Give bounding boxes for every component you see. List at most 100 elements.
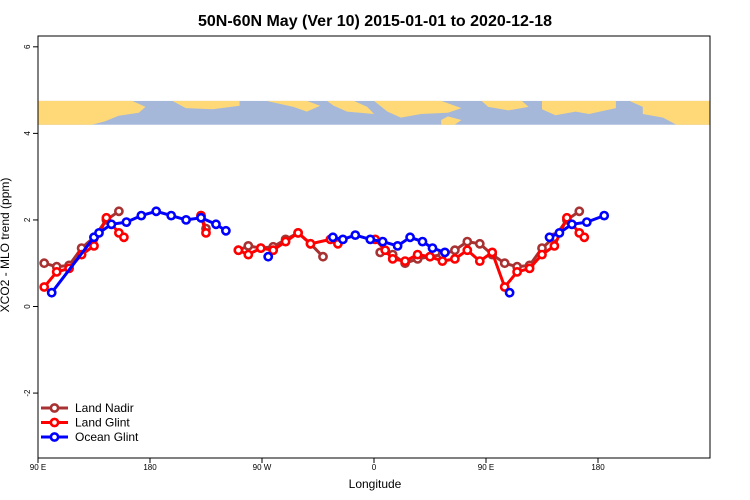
data-point (412, 249, 423, 260)
data-point (220, 225, 231, 236)
data-point (562, 212, 572, 223)
map-land-shape (374, 100, 462, 118)
data-point (39, 258, 50, 269)
x-tick-label: 90 W (253, 463, 272, 472)
data-point (46, 287, 57, 298)
y-axis-label: XCO2 - MLO trend (ppm) (0, 178, 12, 313)
chart-title: 50N-60N May (Ver 10) 2015-01-01 to 2020-… (198, 13, 552, 30)
x-tick-label: 90 E (478, 463, 494, 472)
data-point (136, 210, 147, 221)
series-line (374, 216, 586, 289)
data-point (427, 243, 438, 253)
y-tick-label: 0 (23, 304, 32, 309)
data-point (196, 212, 206, 223)
x-tick-label: 0 (372, 463, 377, 472)
data-point (504, 287, 515, 298)
legend-item: Ocean Glint (41, 430, 139, 444)
map-land-shape (172, 100, 240, 110)
map-land (38, 100, 710, 125)
data-point (554, 227, 565, 238)
data-point (119, 232, 129, 243)
data-point (293, 227, 303, 238)
data-point (512, 266, 522, 277)
map-strip (38, 100, 710, 125)
legend-label: Land Nadir (75, 401, 134, 415)
data-point (114, 206, 124, 217)
data-point (405, 232, 415, 243)
x-tick-label: 90 E (30, 463, 46, 472)
legend-swatch-marker (49, 432, 60, 442)
data-point (425, 251, 435, 262)
data-point (549, 240, 560, 251)
data-point (106, 219, 117, 230)
data-point (233, 245, 244, 256)
map-land-shape (481, 100, 529, 111)
data-point (462, 236, 473, 247)
legend-label: Ocean Glint (75, 430, 139, 444)
data-point (305, 238, 316, 249)
data-point (350, 230, 361, 240)
x-axis-label: Longitude (349, 477, 402, 491)
data-point (89, 240, 99, 251)
data-point (211, 219, 221, 230)
legend-item: Land Glint (41, 416, 130, 430)
map-land-shape (629, 100, 710, 125)
data-point (524, 263, 535, 274)
data-point (181, 214, 191, 225)
data-point (439, 247, 450, 258)
x-tick-label: 180 (591, 463, 605, 472)
legend-item: Land Nadir (41, 401, 134, 415)
data-point (449, 245, 460, 256)
series-layer (39, 206, 610, 298)
data-point (474, 256, 485, 266)
data-point (101, 212, 112, 223)
data-point (387, 253, 398, 264)
data-point (263, 251, 274, 262)
data-point (392, 240, 403, 251)
data-point (462, 245, 473, 256)
data-point (599, 210, 610, 221)
data-point (380, 245, 391, 256)
data-point (94, 227, 104, 238)
data-point (417, 236, 428, 247)
y-tick-label: 6 (23, 44, 32, 49)
map-land-shape (38, 100, 146, 125)
y-axis: -2 0 2 4 6 (23, 44, 38, 397)
data-point (280, 236, 291, 247)
map-land-shape (542, 100, 616, 116)
data-point (166, 210, 177, 221)
data-point (400, 256, 410, 266)
plot-frame (37, 35, 711, 459)
map-land-shape (266, 100, 321, 112)
data-point (201, 227, 211, 238)
data-point (121, 217, 132, 227)
data-point (365, 234, 376, 245)
data-point (268, 245, 279, 256)
data-point (537, 249, 547, 260)
data-point (255, 243, 266, 253)
data-point (449, 253, 460, 264)
y-tick-label: 2 (23, 217, 32, 222)
data-point (574, 206, 585, 217)
data-point (499, 282, 510, 292)
data-point (151, 206, 162, 217)
data-point (39, 282, 50, 292)
legend-swatch-marker (49, 417, 60, 428)
data-point (567, 219, 577, 230)
series-ocean-glint (46, 206, 610, 298)
legend-swatch-marker (49, 403, 60, 413)
data-point (243, 249, 254, 260)
data-point (437, 256, 448, 266)
data-point (579, 232, 590, 243)
data-point (243, 240, 254, 251)
y-tick-label: 4 (23, 131, 32, 136)
data-point (581, 217, 592, 227)
data-point (487, 247, 498, 258)
x-tick-label: 180 (143, 463, 157, 472)
x-axis: 90 E 180 90 W 0 90 E 180 (30, 458, 605, 472)
data-point (474, 238, 485, 249)
data-point (337, 234, 348, 245)
legend-label: Land Glint (75, 416, 130, 430)
